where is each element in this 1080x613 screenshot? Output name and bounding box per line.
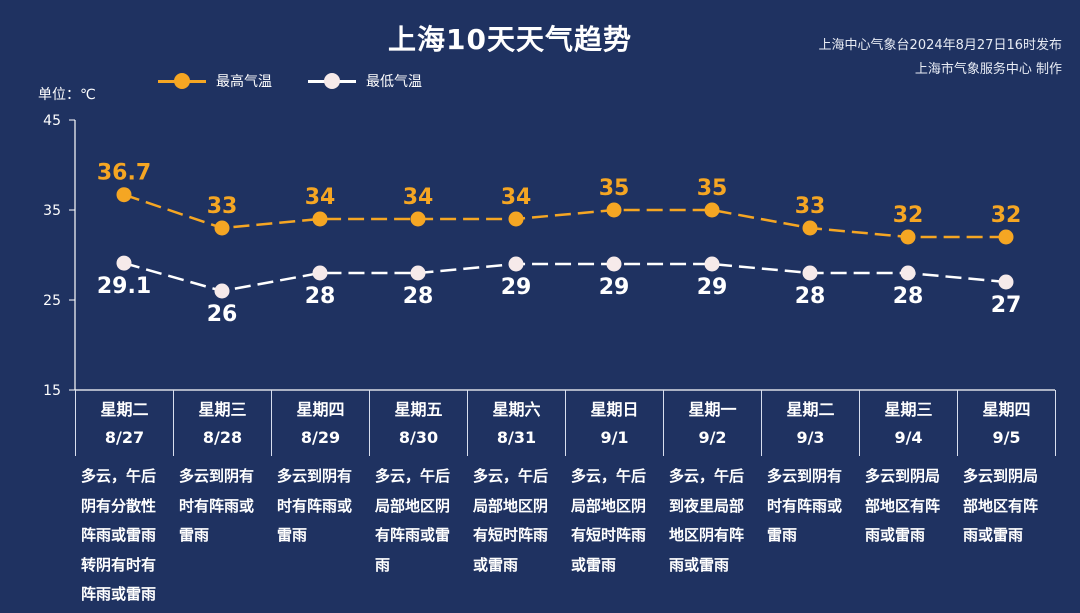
low-temp-label: 29.1 bbox=[97, 274, 151, 299]
day-weekday: 星期六 bbox=[492, 400, 541, 419]
day-cell: 星期四 9/5 bbox=[957, 390, 1055, 456]
high-temp-point bbox=[606, 202, 622, 218]
day-cell: 星期一 9/2 bbox=[663, 390, 761, 456]
high-temp-label: 34 bbox=[305, 185, 336, 210]
page-title: 上海10天天气趋势 bbox=[388, 23, 632, 56]
high-temp-label: 35 bbox=[599, 176, 630, 201]
low-temp-label: 27 bbox=[991, 293, 1022, 318]
high-temp-point bbox=[802, 220, 818, 236]
high-temp-point bbox=[704, 202, 720, 218]
low-temp-label: 28 bbox=[893, 284, 924, 309]
day-date: 8/27 bbox=[104, 428, 145, 447]
day-cell: 星期五 8/30 bbox=[369, 390, 467, 456]
high-temp-point bbox=[312, 211, 328, 227]
low-temp-label: 26 bbox=[207, 302, 238, 327]
unit-label: 单位：℃ bbox=[38, 87, 96, 103]
day-weekday: 星期二 bbox=[786, 400, 835, 419]
day-weekday: 星期三 bbox=[884, 400, 933, 419]
day-header-row: 星期二 8/27 星期三 8/28 星期四 8/29 星期五 8/30 星期六 8/31 星期日 9/… bbox=[75, 390, 1056, 456]
weather-description: 多云，午后局部地区阴有短时阵雨或雷雨 bbox=[571, 467, 647, 574]
high-temp-label: 35 bbox=[697, 176, 728, 201]
low-temp-point bbox=[900, 265, 916, 281]
day-cell: 星期三 8/28 bbox=[173, 390, 271, 456]
high-temp-point bbox=[410, 211, 426, 227]
day-weekday: 星期四 bbox=[296, 400, 345, 419]
weather-description: 多云到阴局部地区有阵雨或雷雨 bbox=[865, 467, 941, 544]
low-temp-point bbox=[998, 274, 1014, 290]
publisher-info: 上海中心气象台2024年8月27日16时发布 上海市气象服务中心 制作 bbox=[819, 34, 1062, 82]
weather-description: 多云，午后局部地区阴有阵雨或雷雨 bbox=[375, 467, 451, 574]
low-temp-point bbox=[116, 255, 132, 271]
producer-text: 上海市气象服务中心 制作 bbox=[914, 62, 1062, 77]
low-temp-label: 28 bbox=[305, 284, 336, 309]
high-temp-line bbox=[123, 193, 1006, 239]
low-temp-label: 28 bbox=[403, 284, 434, 309]
high-temp-point bbox=[214, 220, 230, 236]
day-cell: 星期三 9/4 bbox=[859, 390, 957, 456]
day-date: 8/30 bbox=[398, 428, 439, 447]
day-weekday: 星期日 bbox=[590, 400, 639, 419]
y-tick-label: 45 bbox=[43, 113, 61, 129]
low-temp-point bbox=[704, 256, 720, 272]
day-cell: 星期二 9/3 bbox=[761, 390, 859, 456]
day-cell: 星期日 9/1 bbox=[565, 390, 663, 456]
high-temp-point bbox=[998, 229, 1014, 245]
low-temp-point bbox=[508, 256, 524, 272]
high-temp-point bbox=[116, 187, 132, 203]
high-temp-label: 34 bbox=[501, 185, 532, 210]
low-temp-point bbox=[606, 256, 622, 272]
low-temp-label: 29 bbox=[599, 275, 630, 300]
day-date: 8/31 bbox=[496, 428, 537, 447]
day-cell: 星期二 8/27 bbox=[75, 390, 173, 456]
legend-high-marker bbox=[174, 73, 190, 89]
day-weekday: 星期三 bbox=[198, 400, 247, 419]
weather-description: 多云到阴局部地区有阵雨或雷雨 bbox=[963, 467, 1039, 544]
day-weekday: 星期二 bbox=[100, 400, 149, 419]
day-date: 8/29 bbox=[300, 428, 341, 447]
low-temp-point bbox=[214, 283, 230, 299]
low-temp-label: 29 bbox=[697, 275, 728, 300]
low-temp-label: 28 bbox=[795, 284, 826, 309]
high-temp-point bbox=[508, 211, 524, 227]
low-temp-point bbox=[410, 265, 426, 281]
day-date: 9/5 bbox=[992, 428, 1021, 447]
day-date: 9/1 bbox=[600, 428, 629, 447]
legend-low-label: 最低气温 bbox=[366, 74, 422, 90]
day-weekday: 星期五 bbox=[394, 400, 443, 419]
publish-time-text: 上海中心气象台2024年8月27日16时发布 bbox=[818, 38, 1062, 53]
day-date: 9/2 bbox=[698, 428, 727, 447]
high-temp-label: 32 bbox=[893, 203, 924, 228]
day-weekday: 星期四 bbox=[982, 400, 1031, 419]
high-temp-label: 33 bbox=[207, 194, 238, 219]
weather-description: 多云，午后局部地区阴有短时阵雨或雷雨 bbox=[473, 467, 549, 574]
high-temp-label: 33 bbox=[795, 194, 826, 219]
weather-description: 多云，午后到夜里局部地区阴有阵雨或雷雨 bbox=[669, 467, 745, 574]
y-tick-label: 25 bbox=[43, 293, 61, 309]
weather-description: 多云，午后阴有分散性阵雨或雷雨转阴有时有阵雨或雷雨 bbox=[81, 467, 157, 603]
day-cell: 星期六 8/31 bbox=[467, 390, 565, 456]
high-temp-label: 36.7 bbox=[97, 161, 151, 186]
day-weekday: 星期一 bbox=[688, 400, 737, 419]
weather-description-row: 多云，午后阴有分散性阵雨或雷雨转阴有时有阵雨或雷雨 多云到阴有时有阵雨或雷雨 多云到… bbox=[75, 462, 1055, 610]
legend-low-marker bbox=[324, 73, 340, 89]
low-temp-line bbox=[123, 261, 1007, 293]
day-cell: 星期四 8/29 bbox=[271, 390, 369, 456]
low-temp-point bbox=[802, 265, 818, 281]
day-date: 8/28 bbox=[202, 428, 243, 447]
weather-description: 多云到阴有时有阵雨或雷雨 bbox=[277, 467, 353, 544]
low-temp-label: 29 bbox=[501, 275, 532, 300]
y-tick-label: 35 bbox=[43, 203, 61, 219]
day-date: 9/3 bbox=[796, 428, 825, 447]
legend-high-label: 最高气温 bbox=[216, 74, 272, 90]
weather-description: 多云到阴有时有阵雨或雷雨 bbox=[179, 467, 255, 544]
day-date: 9/4 bbox=[894, 428, 923, 447]
weather-description: 多云到阴有时有阵雨或雷雨 bbox=[767, 467, 843, 544]
high-temp-label: 32 bbox=[991, 203, 1022, 228]
low-temp-point bbox=[312, 265, 328, 281]
y-tick-label: 15 bbox=[43, 383, 61, 399]
high-temp-label: 34 bbox=[403, 185, 434, 210]
high-temp-point bbox=[900, 229, 916, 245]
